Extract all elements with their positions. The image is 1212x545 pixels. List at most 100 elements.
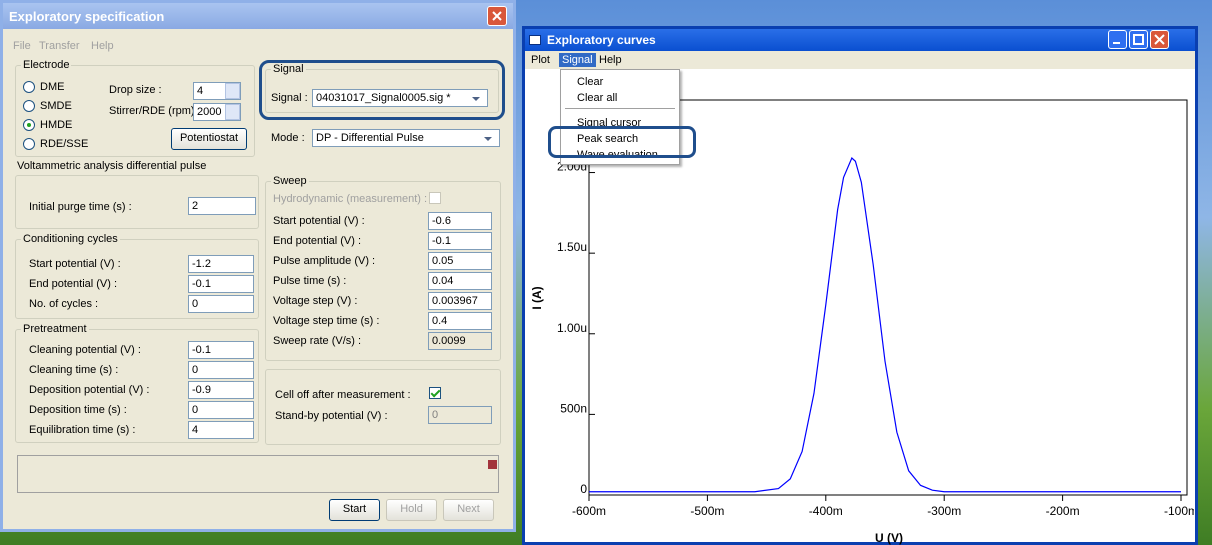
x-tick-label: -300m — [927, 504, 961, 518]
field-label: Voltage step (V) : — [273, 294, 357, 308]
desktop: Exploratory specification File Transfer Hel… — [0, 0, 1212, 545]
y-axis-label: I (A) — [530, 286, 544, 309]
status-indicator — [488, 460, 497, 469]
field-input[interactable]: 0.4 — [428, 312, 492, 330]
field-input[interactable]: -0.6 — [428, 212, 492, 230]
title-bar: Exploratory specification — [3, 3, 513, 29]
field-readonly: 0 — [428, 406, 492, 424]
field-label: End potential (V) : — [29, 277, 117, 291]
field-input[interactable]: 0.04 — [428, 272, 492, 290]
maximize-icon — [1130, 31, 1147, 48]
menu-item[interactable]: Signal — [559, 53, 596, 67]
y-tick-label: 500n — [560, 401, 587, 415]
x-tick-label: -400m — [809, 504, 843, 518]
window-title: Exploratory curves — [547, 33, 656, 47]
field-label: Deposition time (s) : — [29, 403, 127, 417]
radio[interactable] — [23, 119, 35, 131]
field-readonly: 0.0099 — [428, 332, 492, 350]
menu-item[interactable]: Transfer — [39, 39, 80, 53]
radio-label: DME — [40, 80, 64, 94]
field-label: Start potential (V) : — [29, 257, 121, 271]
action-button: Hold — [386, 499, 437, 521]
field-label: Deposition potential (V) : — [29, 383, 149, 397]
curve — [589, 158, 1181, 492]
field-label: Equilibration time (s) : — [29, 423, 135, 437]
highlight-box — [548, 126, 696, 158]
x-tick-label: -600m — [572, 504, 606, 518]
field-label: Pulse amplitude (V) : — [273, 254, 375, 268]
drop-size-label: Drop size : — [109, 83, 162, 97]
x-axis-label: U (V) — [875, 531, 903, 545]
checkbox[interactable] — [429, 387, 441, 399]
menu-item[interactable]: Help — [599, 53, 622, 67]
mode-label: Mode : — [271, 131, 305, 145]
minimize-icon — [1109, 31, 1126, 48]
field-label: No. of cycles : — [29, 297, 98, 311]
radio[interactable] — [23, 81, 35, 93]
section-title: Voltammetric analysis differential pulse — [17, 159, 206, 173]
menu-item[interactable]: File — [13, 39, 31, 53]
field-label: Cleaning time (s) : — [29, 363, 118, 377]
radio-label: HMDE — [40, 118, 72, 132]
radio-label: RDE/SSE — [40, 137, 88, 151]
signal-label: Signal : — [271, 91, 308, 105]
group-title: Sweep — [271, 175, 309, 187]
standby-label: Stand-by potential (V) : — [275, 409, 388, 423]
field-label: Voltage step time (s) : — [273, 314, 379, 328]
field-input[interactable]: 2 — [188, 197, 256, 215]
field-input[interactable]: 4 — [188, 421, 254, 439]
menu-item[interactable]: Clear all — [577, 91, 617, 105]
field-input[interactable]: 0.003967 — [428, 292, 492, 310]
radio-label: SMDE — [40, 99, 72, 113]
close-icon — [1151, 31, 1168, 48]
field-input[interactable]: -0.9 — [188, 381, 254, 399]
window-title: Exploratory specification — [9, 9, 164, 24]
checkbox — [429, 192, 441, 204]
field-label: Pulse time (s) : — [273, 274, 346, 288]
x-tick-label: -500m — [690, 504, 724, 518]
group-title: Pretreatment — [21, 323, 89, 335]
spin-button[interactable] — [225, 83, 240, 99]
action-button[interactable]: Start — [329, 499, 380, 521]
menu-item[interactable]: Clear — [577, 75, 603, 89]
close-button[interactable] — [487, 6, 507, 26]
radio[interactable] — [23, 100, 35, 112]
combo-arrow — [484, 137, 492, 141]
maximize-button[interactable] — [1129, 30, 1148, 49]
x-tick-label: -200m — [1046, 504, 1080, 518]
action-button: Next — [443, 499, 494, 521]
spec-window: Exploratory specification File Transfer Hel… — [0, 0, 516, 532]
y-tick-label: 1.00u — [557, 321, 587, 335]
title-bar: Exploratory curves — [525, 29, 1195, 51]
radio[interactable] — [23, 138, 35, 150]
signal-combo[interactable]: 04031017_Signal0005.sig * — [312, 89, 488, 107]
field-input[interactable]: 0 — [188, 361, 254, 379]
menu-item[interactable]: Help — [91, 39, 114, 53]
stirrer-label: Stirrer/RDE (rpm) : — [109, 104, 201, 118]
field-input[interactable]: -0.1 — [188, 341, 254, 359]
cell-off-label: Cell off after measurement : — [275, 388, 411, 402]
field-input[interactable]: -1.2 — [188, 255, 254, 273]
close-button[interactable] — [1150, 30, 1169, 49]
field-input[interactable]: 0.05 — [428, 252, 492, 270]
menu-separator — [565, 108, 675, 110]
mode-combo[interactable]: DP - Differential Pulse — [312, 129, 500, 147]
group-title: Signal — [271, 63, 306, 75]
potentiostat-button[interactable]: Potentiostat — [171, 128, 247, 150]
combo-arrow — [472, 97, 480, 101]
field-label: Start potential (V) : — [273, 214, 365, 228]
field-input[interactable]: 0 — [188, 295, 254, 313]
group-title: Electrode — [21, 59, 71, 71]
window-icon — [529, 35, 541, 45]
field-input[interactable]: -0.1 — [188, 275, 254, 293]
field-input[interactable]: -0.1 — [428, 232, 492, 250]
status-box — [17, 455, 499, 493]
minimize-button[interactable] — [1108, 30, 1127, 49]
spin-button[interactable] — [225, 104, 240, 120]
menu-item[interactable]: Plot — [531, 53, 550, 67]
field-label: Sweep rate (V/s) : — [273, 334, 361, 348]
field-input[interactable]: 0 — [188, 401, 254, 419]
y-tick-label: 0 — [580, 482, 587, 496]
